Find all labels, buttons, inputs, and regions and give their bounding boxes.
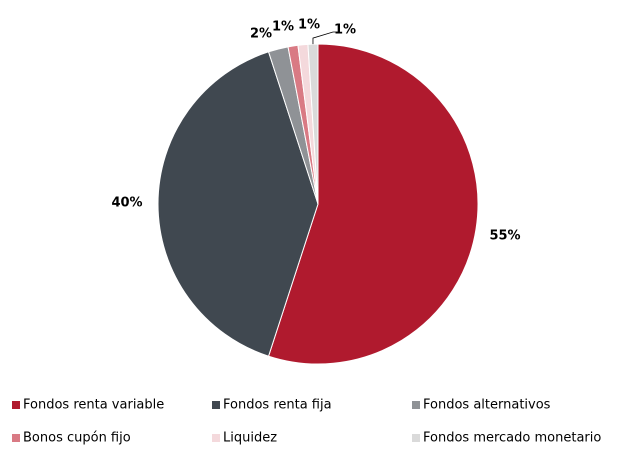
data-label: 1% [272, 20, 294, 35]
data-label: 55% [489, 229, 520, 244]
leader-line [312, 31, 339, 45]
legend-swatch [212, 434, 220, 442]
legend-label: Liquidez [223, 431, 277, 446]
data-label: 1% [298, 18, 320, 33]
legend-label: Fondos mercado monetario [423, 431, 601, 446]
legend-label: Fondos renta fija [223, 398, 332, 413]
legend-swatch [412, 434, 420, 442]
legend-swatch [212, 401, 220, 409]
data-label: 1% [334, 23, 356, 38]
legend-label: Bonos cupón fijo [23, 431, 131, 446]
legend-label: Fondos renta variable [23, 398, 164, 413]
legend-label: Fondos alternativos [423, 398, 551, 413]
data-label: 40% [111, 196, 142, 211]
pie-slice [267, 43, 479, 365]
legend-swatch [12, 434, 20, 442]
legend-swatch [412, 401, 420, 409]
data-label: 2% [250, 27, 272, 42]
legend-swatch [12, 401, 20, 409]
pie-slice [157, 51, 319, 357]
